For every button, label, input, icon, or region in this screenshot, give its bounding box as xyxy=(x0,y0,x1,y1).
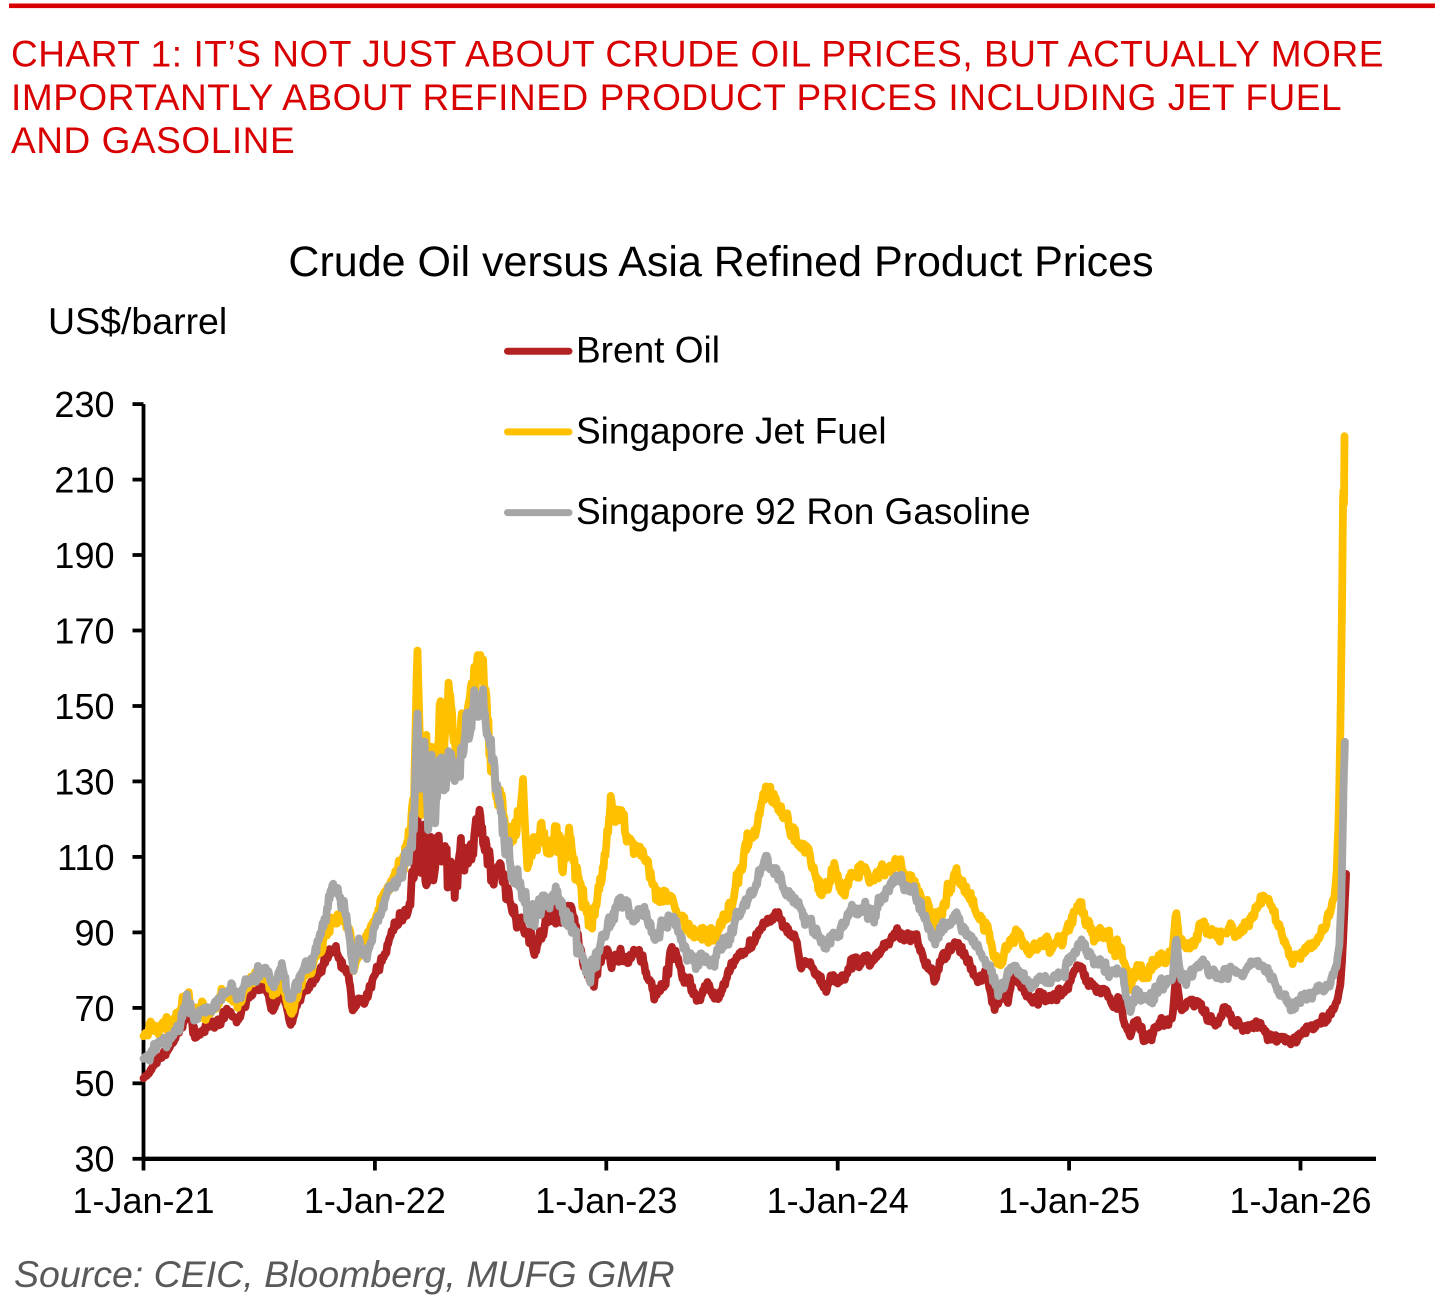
svg-text:1-Jan-24: 1-Jan-24 xyxy=(767,1180,909,1221)
svg-text:130: 130 xyxy=(54,761,114,802)
svg-text:1-Jan-21: 1-Jan-21 xyxy=(72,1180,214,1221)
svg-text:AND GASOLINE: AND GASOLINE xyxy=(11,120,295,161)
svg-text:Singapore Jet Fuel: Singapore Jet Fuel xyxy=(576,410,887,451)
svg-text:30: 30 xyxy=(74,1139,114,1180)
svg-text:1-Jan-23: 1-Jan-23 xyxy=(535,1180,677,1221)
svg-text:1-Jan-25: 1-Jan-25 xyxy=(998,1180,1140,1221)
svg-text:210: 210 xyxy=(54,460,114,501)
svg-text:190: 190 xyxy=(54,535,114,576)
svg-text:Crude Oil versus Asia Refined: Crude Oil versus Asia Refined Product Pr… xyxy=(288,238,1153,286)
svg-text:US$/barrel: US$/barrel xyxy=(48,300,227,342)
svg-text:1-Jan-22: 1-Jan-22 xyxy=(304,1180,446,1221)
svg-text:Singapore 92 Ron Gasoline: Singapore 92 Ron Gasoline xyxy=(576,491,1031,532)
svg-text:Source: CEIC, Bloomberg, MUFG: Source: CEIC, Bloomberg, MUFG GMR xyxy=(14,1253,675,1295)
svg-text:170: 170 xyxy=(54,610,114,651)
svg-text:IMPORTANTLY ABOUT REFINED PROD: IMPORTANTLY ABOUT REFINED PRODUCT PRICES… xyxy=(11,77,1342,118)
svg-text:150: 150 xyxy=(54,686,114,727)
svg-text:CHART 1: IT’S NOT JUST ABOUT C: CHART 1: IT’S NOT JUST ABOUT CRUDE OIL P… xyxy=(11,33,1384,74)
svg-text:70: 70 xyxy=(74,988,114,1029)
svg-text:50: 50 xyxy=(74,1063,114,1104)
svg-text:230: 230 xyxy=(54,384,114,425)
svg-text:110: 110 xyxy=(57,837,114,878)
svg-text:Brent Oil: Brent Oil xyxy=(576,330,720,371)
svg-text:1-Jan-26: 1-Jan-26 xyxy=(1229,1180,1371,1221)
svg-text:90: 90 xyxy=(74,912,114,953)
